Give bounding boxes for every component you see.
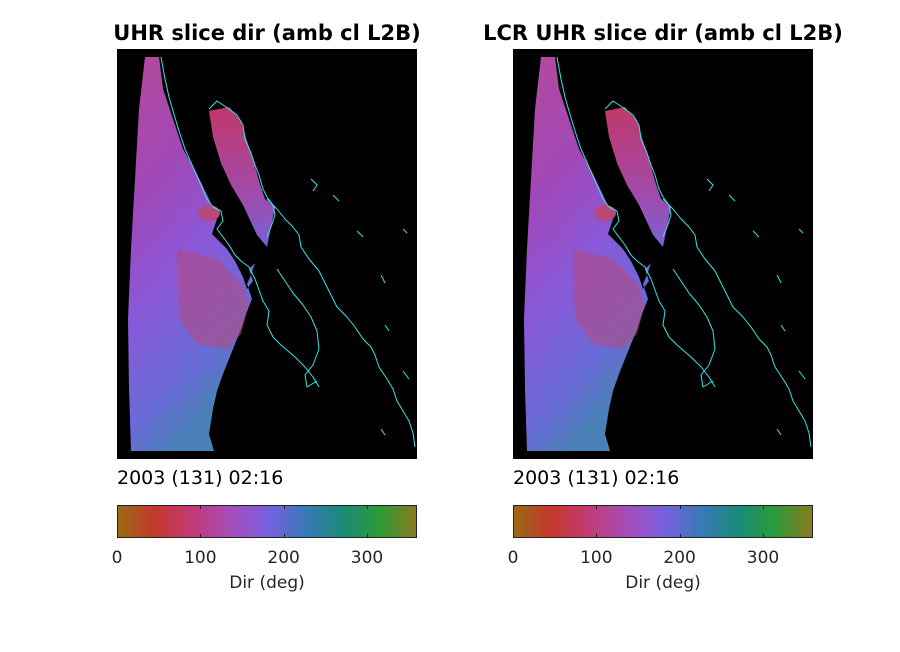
left-colorbar-label: Dir (deg) (229, 573, 305, 593)
right-colorbar-tick-mark (679, 505, 681, 509)
left-colorbar-tick-mark (117, 505, 118, 509)
right-colorbar (513, 505, 813, 538)
coastline (728, 194, 736, 202)
right-colorbar-tick-mark (596, 534, 598, 538)
coastline (310, 178, 318, 192)
coastline (266, 198, 416, 448)
coastline (380, 428, 386, 436)
left-colorbar-tick-mark (200, 505, 202, 509)
right-colorbar-tick-mark (596, 505, 598, 509)
coastline (402, 370, 410, 380)
coastline (556, 56, 716, 388)
right-colorbar-tick-mark (513, 505, 514, 509)
left-colorbar-tick-mark (283, 534, 285, 538)
right-colorbar-tick-mark (763, 534, 764, 538)
right-colorbar-label: Dir (deg) (625, 573, 701, 593)
left-panel-title: UHR slice dir (amb cl L2B) (113, 21, 421, 45)
coastline (798, 370, 806, 380)
left-colorbar-tick-mark (367, 534, 368, 538)
right-panel-title: LCR UHR slice dir (amb cl L2B) (483, 21, 843, 45)
coastline (384, 324, 390, 332)
left-colorbar-tick-label: 100 (184, 548, 217, 568)
left-colorbar-tick-mark (283, 505, 285, 509)
coastline (356, 230, 364, 238)
right-colorbar-tick-label: 100 (580, 548, 613, 568)
left-colorbar (117, 505, 417, 538)
coastline (160, 56, 320, 388)
coastline (776, 274, 782, 284)
left-colorbar-tick-label: 0 (111, 548, 123, 568)
coastline (332, 194, 340, 202)
right-wind-direction-map (513, 49, 813, 459)
left-wind-direction-map (117, 49, 417, 459)
left-colorbar-tick-label: 200 (267, 548, 300, 568)
right-timestamp: 2003 (131) 02:16 (513, 467, 680, 489)
left-colorbar-tick-mark (367, 505, 368, 509)
swath-blob (594, 205, 616, 221)
coastline (604, 100, 672, 238)
swath-red-band (573, 249, 645, 349)
swath-gulf (605, 107, 671, 247)
coastline (402, 228, 408, 234)
right-colorbar-tick-mark (513, 534, 514, 538)
coastline (672, 268, 716, 388)
swath-red-band (177, 249, 249, 349)
coastline (780, 324, 786, 332)
right-colorbar-tick-label: 200 (663, 548, 696, 568)
coastline (662, 198, 812, 448)
left-colorbar-tick-mark (117, 534, 118, 538)
right-colorbar-tick-label: 300 (746, 548, 780, 568)
coastline (380, 274, 386, 284)
coastline (706, 178, 714, 192)
swath-gulf (209, 107, 275, 247)
coastline (208, 100, 276, 238)
coastline (798, 228, 804, 234)
left-colorbar-tick-mark (200, 534, 202, 538)
right-colorbar-tick-mark (679, 534, 681, 538)
coastline (276, 268, 320, 388)
left-colorbar-tick-label: 300 (350, 548, 384, 568)
right-colorbar-tick-mark (763, 505, 764, 509)
swath-blob (198, 205, 220, 221)
right-colorbar-tick-label: 0 (507, 548, 519, 568)
coastline (752, 230, 760, 238)
left-timestamp: 2003 (131) 02:16 (117, 467, 284, 489)
coastline (776, 428, 782, 436)
